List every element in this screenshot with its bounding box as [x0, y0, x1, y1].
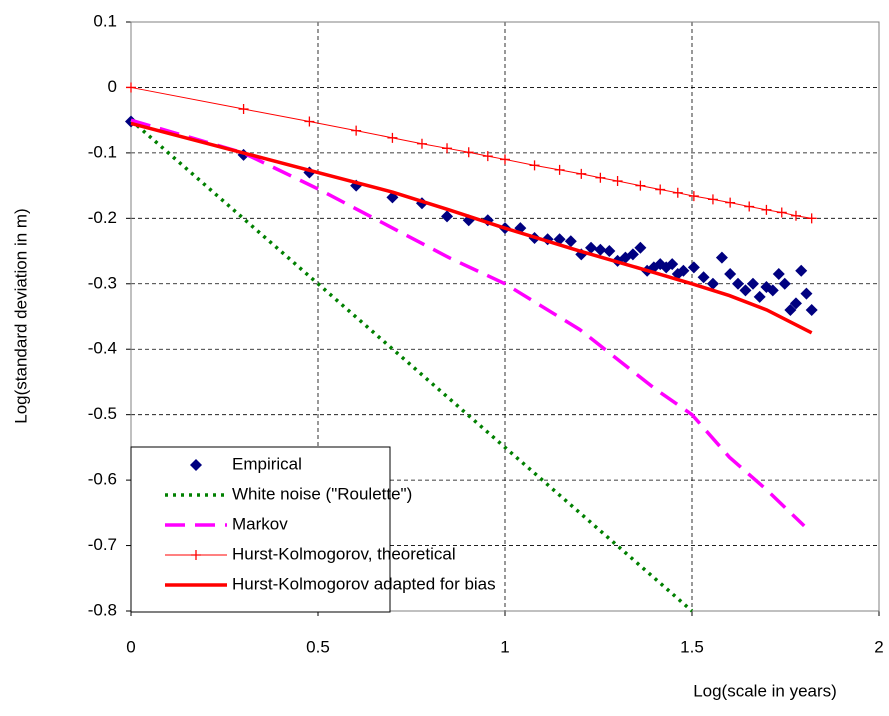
- data-point: [744, 201, 755, 212]
- data-point: [416, 138, 427, 149]
- y-tick-label: 0: [108, 77, 117, 96]
- x-tick-label: 2: [874, 637, 883, 656]
- legend-label: Hurst-Kolmogorov, theoretical: [232, 544, 456, 563]
- data-point: [724, 267, 737, 280]
- data-point: [715, 251, 728, 264]
- data-point: [238, 104, 249, 115]
- data-point: [666, 258, 679, 271]
- y-tick-label: -0.7: [88, 535, 117, 554]
- legend-label: Empirical: [232, 454, 302, 473]
- data-point: [576, 168, 587, 179]
- data-point: [753, 290, 766, 303]
- data-point: [677, 264, 690, 277]
- data-point: [697, 271, 710, 284]
- data-point: [784, 303, 797, 316]
- data-point: [634, 241, 647, 254]
- series-line: [130, 121, 813, 335]
- y-tick-label: -0.5: [88, 404, 117, 423]
- data-point: [126, 82, 136, 93]
- data-point: [706, 277, 719, 290]
- data-point: [594, 243, 607, 256]
- data-point: [778, 277, 791, 290]
- y-tick-label: -0.3: [88, 273, 117, 292]
- data-point: [585, 241, 598, 254]
- data-point: [603, 245, 616, 258]
- legend-label: Hurst-Kolmogorov adapted for bias: [232, 574, 496, 593]
- x-tick-label: 0: [126, 637, 135, 656]
- data-point: [739, 284, 752, 297]
- y-tick-label: -0.4: [88, 339, 117, 358]
- data-point: [806, 213, 817, 224]
- series-line: [130, 86, 812, 219]
- data-point: [776, 207, 787, 218]
- x-axis-label: Log(scale in years): [693, 681, 837, 700]
- data-point: [387, 132, 398, 143]
- data-point: [564, 235, 577, 248]
- plot-border: [130, 21, 880, 612]
- data-point: [463, 147, 474, 158]
- y-tick-label: -0.2: [88, 208, 117, 227]
- data-point: [732, 277, 745, 290]
- data-point: [795, 264, 808, 277]
- data-point: [707, 194, 718, 205]
- data-point: [687, 261, 700, 274]
- legend-label: Markov: [232, 514, 288, 533]
- data-point: [725, 197, 736, 208]
- data-point: [672, 187, 683, 198]
- legend-label: White noise ("Roulette"): [232, 484, 412, 503]
- series-line: [130, 118, 806, 528]
- data-point: [441, 210, 454, 223]
- data-point: [554, 164, 565, 175]
- y-tick-label: -0.1: [88, 142, 117, 161]
- data-point: [800, 287, 813, 300]
- y-axis-label: Log(standard deviation in m): [11, 208, 30, 423]
- y-tick-label: 0.1: [93, 11, 117, 30]
- data-point: [482, 151, 493, 162]
- data-point: [655, 184, 666, 195]
- data-point: [612, 176, 623, 187]
- x-tick-label: 0.5: [306, 637, 330, 656]
- data-point: [746, 277, 759, 290]
- data-point: [790, 210, 801, 221]
- data-point: [304, 116, 315, 127]
- data-point: [772, 267, 785, 280]
- legend-swatch: [191, 550, 201, 560]
- y-tick-label: -0.6: [88, 470, 117, 489]
- data-point: [789, 297, 802, 310]
- data-point: [351, 125, 362, 136]
- legend: Empirical White noise ("Roulette") Markov H…: [130, 446, 496, 613]
- data-point: [766, 284, 779, 297]
- x-tick-label: 1.5: [680, 637, 704, 656]
- data-point: [761, 204, 772, 215]
- data-point: [442, 143, 453, 154]
- data-point: [688, 191, 699, 202]
- data-point: [529, 160, 540, 171]
- data-point: [626, 248, 639, 261]
- data-point: [500, 154, 510, 165]
- data-point: [595, 172, 606, 183]
- x-tick-label: 1: [500, 637, 509, 656]
- y-tick-label: -0.8: [88, 600, 117, 619]
- data-point: [805, 303, 818, 316]
- data-point: [635, 180, 646, 191]
- legend-swatch: [190, 459, 202, 471]
